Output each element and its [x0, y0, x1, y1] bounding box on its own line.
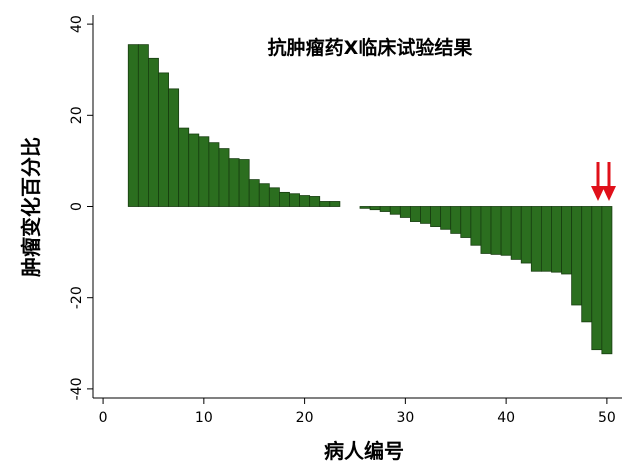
- bar: [168, 88, 180, 207]
- x-tick-label: 20: [296, 410, 314, 426]
- bar: [228, 158, 240, 207]
- y-tick-label: 0: [69, 202, 85, 211]
- chart-title: 抗肿瘤药X临床试验结果: [268, 36, 473, 59]
- bar: [137, 44, 149, 207]
- bar: [188, 133, 200, 207]
- bar: [289, 193, 300, 207]
- bar: [551, 206, 562, 273]
- y-tick-label: -40: [69, 377, 85, 400]
- bar: [530, 206, 542, 272]
- bar: [490, 206, 502, 255]
- bar: [430, 206, 442, 227]
- bar: [238, 159, 250, 207]
- bar: [198, 136, 210, 207]
- bar: [148, 57, 159, 207]
- arrow-head: [591, 186, 605, 201]
- bar: [248, 179, 260, 207]
- bar: [258, 183, 270, 207]
- bar: [268, 187, 280, 207]
- bar: [399, 206, 411, 218]
- y-tick-label: 40: [69, 15, 85, 33]
- bar: [470, 206, 482, 246]
- x-tick-label: 30: [396, 410, 414, 426]
- bar: [571, 206, 583, 306]
- bar: [329, 201, 341, 207]
- bar: [369, 206, 381, 211]
- bar: [178, 127, 190, 207]
- x-tick-label: 40: [497, 410, 515, 426]
- bar: [520, 206, 532, 264]
- bar: [420, 206, 431, 224]
- bar: [127, 44, 139, 207]
- bar: [409, 206, 421, 222]
- bar: [561, 206, 573, 275]
- bar: [480, 206, 492, 254]
- bar: [208, 142, 220, 207]
- x-tick-label: 10: [195, 410, 213, 426]
- bar: [218, 148, 230, 207]
- x-tick-label: 50: [598, 410, 616, 426]
- bar: [581, 206, 593, 323]
- x-tick-label: 0: [99, 410, 108, 426]
- bar: [450, 206, 462, 234]
- bar: [591, 206, 603, 351]
- bar: [460, 206, 472, 238]
- bar: [299, 195, 311, 207]
- bar: [510, 206, 522, 260]
- bar: [309, 196, 321, 207]
- bar: [389, 206, 401, 215]
- y-tick-label: 20: [69, 106, 85, 124]
- bar: [379, 206, 391, 212]
- bar: [440, 206, 452, 230]
- x-axis-label: 病人编号: [324, 439, 404, 463]
- arrow-head: [602, 186, 616, 201]
- bar: [158, 72, 169, 207]
- bar: [500, 206, 512, 256]
- bar: [359, 206, 371, 209]
- y-tick-label: -20: [69, 286, 85, 309]
- bar: [601, 206, 613, 355]
- arrows: [591, 162, 616, 201]
- y-axis-label: 肿瘤变化百分比: [19, 137, 43, 277]
- bar: [540, 206, 552, 272]
- bar: [279, 191, 290, 207]
- bar: [319, 201, 331, 207]
